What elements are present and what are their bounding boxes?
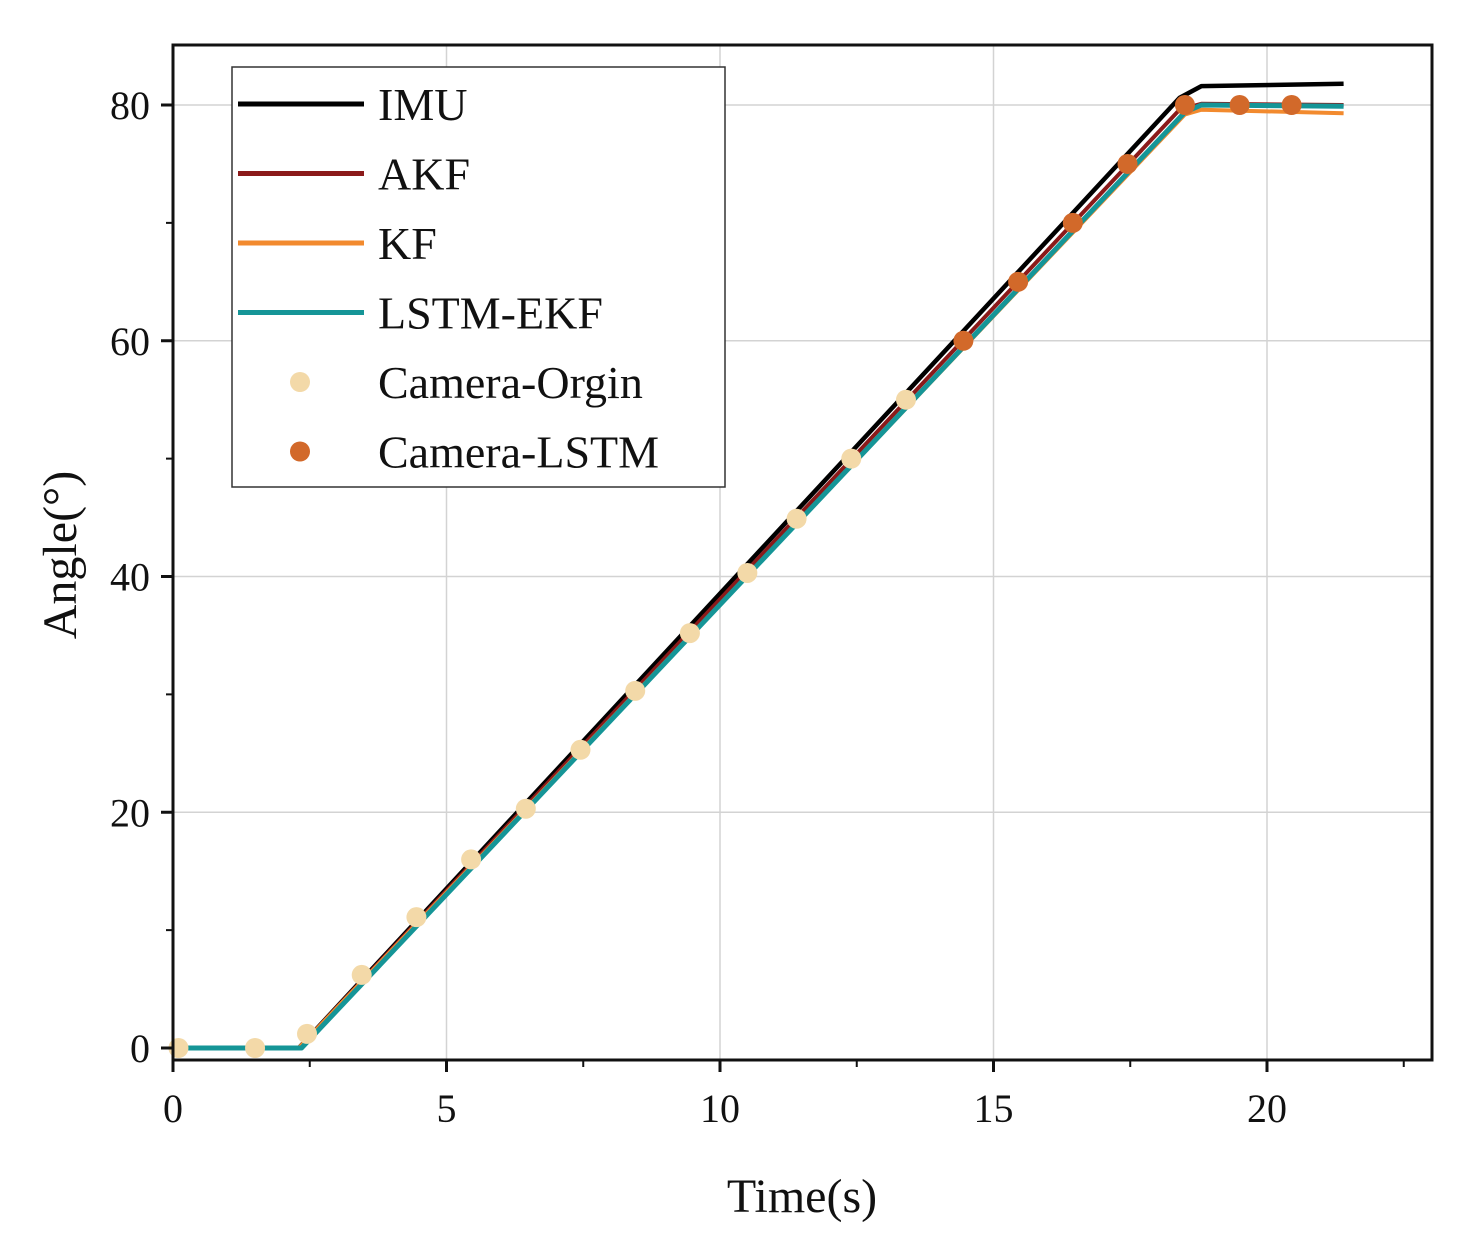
data-point-camera-lstm (1008, 271, 1029, 292)
data-point-camera-orgin (245, 1038, 266, 1058)
y-tick-label: 40 (110, 555, 150, 600)
legend-box (231, 66, 726, 488)
legend-swatch-camera-lstm (290, 441, 310, 462)
x-tick-label: 20 (1247, 1086, 1287, 1131)
data-point-camera-lstm (1117, 153, 1138, 174)
tick-labels: 0 5 10 15 20 0 20 40 60 80 (110, 83, 1287, 1131)
data-point-camera-orgin (570, 739, 591, 760)
y-tick-label: 0 (130, 1026, 150, 1071)
legend-label-akf: AKF (378, 149, 470, 200)
x-tick-label: 0 (163, 1086, 183, 1131)
y-tick-label: 60 (110, 319, 150, 364)
data-point-camera-orgin (406, 907, 427, 928)
legend-label-lstm-ekf: LSTM-EKF (378, 288, 603, 339)
data-point-camera-orgin (625, 680, 646, 701)
data-point-camera-orgin (351, 964, 372, 985)
legend: IMU AKF KF LSTM-EKF Camera-Orgin Camera-LSTM (231, 66, 726, 488)
x-axis-title: Time(s) (727, 1170, 877, 1223)
legend-label-kf: KF (378, 218, 437, 269)
data-point-camera-lstm (1174, 95, 1195, 115)
data-point-camera-lstm (1229, 95, 1250, 115)
y-axis-title: Angle(°) (34, 471, 87, 639)
data-point-camera-orgin (737, 562, 758, 583)
legend-label-camera-lstm: Camera-LSTM (378, 427, 659, 478)
data-point-camera-lstm (953, 330, 974, 351)
data-point-camera-lstm (1281, 95, 1302, 115)
data-point-camera-orgin (297, 1023, 318, 1044)
y-tick-label: 80 (110, 83, 150, 128)
data-point-camera-orgin (895, 389, 916, 410)
plot-frame (171, 43, 1434, 1062)
data-point-camera-orgin (679, 623, 700, 644)
data-point-camera-orgin (515, 798, 536, 819)
legend-swatch-camera-orgin (290, 372, 310, 392)
data-point-camera-lstm (1062, 212, 1083, 233)
data-point-camera-orgin (461, 849, 482, 870)
x-tick-label: 10 (700, 1086, 740, 1131)
legend-label-camera-orgin: Camera-Orgin (378, 357, 643, 408)
y-tick-label: 20 (110, 790, 150, 835)
x-tick-label: 5 (437, 1086, 457, 1131)
legend-label-imu: IMU (378, 79, 467, 130)
x-tick-label: 15 (974, 1086, 1014, 1131)
data-point-camera-orgin (786, 508, 807, 529)
axis-ticks (161, 103, 1405, 1072)
data-point-camera-orgin (841, 448, 862, 469)
